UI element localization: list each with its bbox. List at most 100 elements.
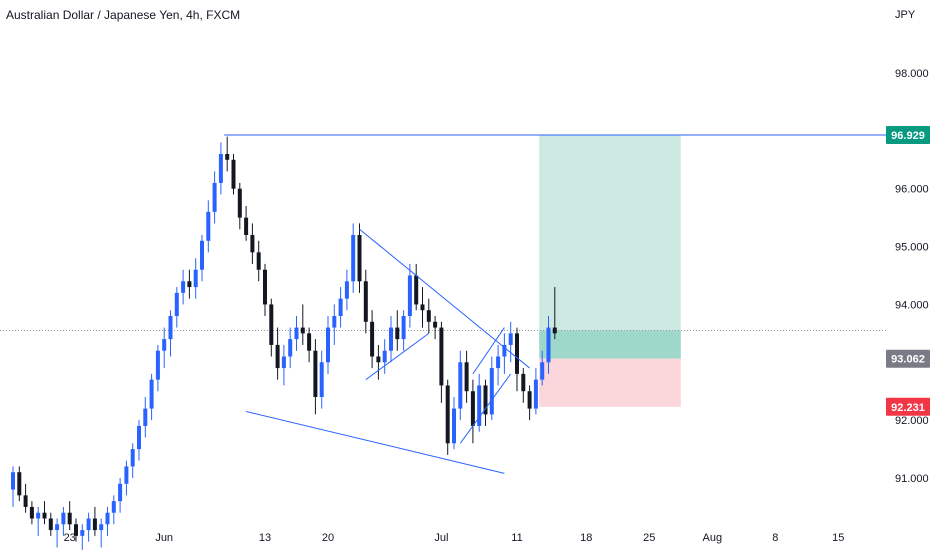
candle-body xyxy=(275,344,280,369)
candle-body xyxy=(389,327,393,351)
upper-trendline xyxy=(359,228,530,369)
chart-title: Australian Dollar / Japanese Yen, 4h, FX… xyxy=(6,8,241,22)
x-tick-label: 20 xyxy=(322,532,334,544)
candle-body xyxy=(67,512,72,525)
candle-body xyxy=(496,356,501,369)
candle-body xyxy=(502,344,507,357)
candle-body xyxy=(527,391,532,409)
candle-body xyxy=(515,333,519,374)
x-tick-label: 11 xyxy=(511,532,522,544)
x-tick-label: 18 xyxy=(580,532,592,544)
candle-body xyxy=(143,408,148,426)
candle-body xyxy=(263,269,267,305)
x-tick-label: 15 xyxy=(832,532,844,544)
y-tick-label: 96.000 xyxy=(895,184,929,196)
candle-body xyxy=(439,327,444,386)
candle-body xyxy=(149,379,154,409)
candle-body xyxy=(294,327,299,340)
candle-body xyxy=(137,425,141,450)
target-zone xyxy=(539,134,681,331)
candle-body xyxy=(269,304,274,345)
candle-body xyxy=(42,512,47,519)
candle-body xyxy=(338,298,343,316)
candle-body xyxy=(382,350,387,363)
candle-body xyxy=(426,310,431,322)
candle-body xyxy=(200,240,204,270)
candle-body xyxy=(407,275,412,316)
candle-body xyxy=(256,252,261,270)
candle-body xyxy=(17,472,22,496)
candle-body xyxy=(458,362,463,409)
candle-body xyxy=(401,316,406,340)
x-tick-label: 23 xyxy=(64,532,76,544)
x-tick-label: Aug xyxy=(703,532,723,544)
candle-body xyxy=(111,501,116,513)
lower-trendline xyxy=(245,410,505,474)
candle-body xyxy=(326,327,330,363)
candle-body xyxy=(250,235,255,253)
candle-body xyxy=(61,512,66,525)
candle-body xyxy=(313,350,318,397)
candle-body xyxy=(105,512,110,525)
candle-body xyxy=(225,154,230,160)
candle-body xyxy=(193,269,198,288)
y-tick-label: 98.000 xyxy=(895,68,929,80)
candle-body xyxy=(74,524,78,536)
y-tick-label: 94.000 xyxy=(895,299,929,311)
candle-body xyxy=(452,408,456,444)
candle-body xyxy=(344,281,349,299)
price-badges: 96.929 93.062 92.231 xyxy=(886,125,930,416)
candle-body xyxy=(48,518,53,531)
candle-body xyxy=(508,333,513,345)
candle-body xyxy=(124,466,129,484)
stop-price-badge xyxy=(886,397,930,416)
candle-body xyxy=(86,518,91,531)
candle-body xyxy=(92,518,97,531)
candle-body xyxy=(130,449,135,467)
trendlines[interactable] xyxy=(245,228,530,474)
candle-body xyxy=(533,379,538,409)
candle-body xyxy=(433,321,438,328)
currency-label: JPY xyxy=(895,9,916,21)
candle-body xyxy=(357,235,362,282)
stop-zone xyxy=(539,358,681,407)
x-tick-label: 13 xyxy=(259,532,271,544)
candle-body xyxy=(80,530,85,536)
candle-body xyxy=(546,327,551,363)
candle-body xyxy=(218,154,223,183)
entry-zone xyxy=(539,330,681,359)
candle-body xyxy=(363,281,368,322)
candle-body xyxy=(483,385,488,415)
candle-body xyxy=(300,327,305,334)
candle-body xyxy=(212,182,217,212)
candle-body xyxy=(477,385,482,426)
x-tick-label: Jul xyxy=(434,532,448,544)
candle-body xyxy=(540,362,545,380)
candle-body xyxy=(395,327,400,340)
candle-body xyxy=(464,362,469,392)
x-tick-label: 25 xyxy=(643,532,655,544)
candle-body xyxy=(231,159,236,189)
target-price-badge xyxy=(886,125,930,144)
candle-body xyxy=(244,217,249,235)
y-tick-label: 92.000 xyxy=(895,415,929,427)
candle-body xyxy=(414,275,419,305)
candle-body xyxy=(162,339,167,351)
candle-body xyxy=(370,321,375,357)
candle-body xyxy=(351,235,356,282)
x-tick-label: 8 xyxy=(772,532,778,544)
rising-wedge-upper xyxy=(472,327,505,375)
candle-body xyxy=(552,327,557,334)
candle-body xyxy=(420,304,425,311)
candle-body xyxy=(445,385,450,444)
candle-body xyxy=(470,391,475,426)
candle-body xyxy=(118,483,123,502)
candle-body xyxy=(168,316,173,340)
x-tick-label: Jun xyxy=(155,532,173,544)
candle-body xyxy=(376,356,381,363)
x-axis[interactable]: 23 Jun 13 20 Jul 11 18 25 Aug 8 15 xyxy=(64,532,845,544)
stop-price-badge-label: 92.231 xyxy=(891,402,925,414)
candle-body xyxy=(521,373,526,392)
candle-body xyxy=(11,472,15,490)
